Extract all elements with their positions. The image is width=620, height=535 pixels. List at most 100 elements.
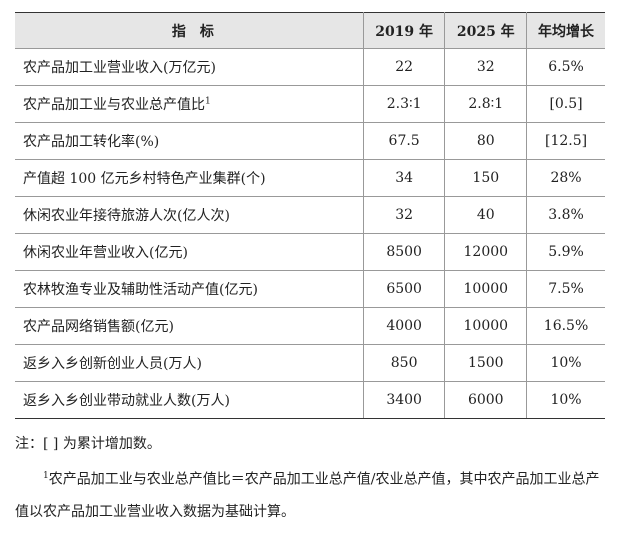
table-cell: 6000 xyxy=(444,381,528,419)
table-cell: 农产品加工业营业收入(万亿元) xyxy=(15,48,364,86)
table-row: 休闲农业年营业收入(亿元) 8500 12000 5.9% xyxy=(15,233,605,271)
table-cell: 2.8∶1 xyxy=(444,85,528,123)
cell-text: 休闲农业年营业收入(亿元) xyxy=(23,245,188,261)
cell-text: 农产品加工业与农业总产值比 xyxy=(23,97,205,113)
header-cell: 年均增长 xyxy=(526,12,605,49)
footnote-text: 农产品加工业与农业总产值比＝农产品加工业总产值/农业总产值，其中农产品加工业总产… xyxy=(15,471,600,520)
table-cell: 5.9% xyxy=(526,233,605,271)
table-cell: 32 xyxy=(362,196,446,234)
cell-text: 4000 xyxy=(386,318,422,334)
table-cell: 12000 xyxy=(444,233,528,271)
cell-text: 10% xyxy=(550,392,582,408)
cell-text: 10% xyxy=(550,355,582,371)
table-cell: 34 xyxy=(362,159,446,197)
table-row: 农产品加工业营业收入(万亿元) 22 32 6.5% xyxy=(15,48,605,86)
cell-text: 3.8% xyxy=(548,207,584,223)
table: 指 标 2019 年 2025 年年均增长农产品加工业营业收入(万亿元) 22 32 6.… xyxy=(15,12,605,419)
table-cell: 休闲农业年营业收入(亿元) xyxy=(15,233,364,271)
table-row: 农产品网络销售额(亿元) 4000 10000 16.5% xyxy=(15,307,605,345)
cell-text: 150 xyxy=(472,170,500,186)
table-cell: 40 xyxy=(444,196,528,234)
table-cell: 返乡入乡创新创业人员(万人) xyxy=(15,344,364,382)
table-wrap: 指 标 2019 年 2025 年年均增长农产品加工业营业收入(万亿元) 22 32 6.… xyxy=(15,12,605,419)
table-cell: [0.5] xyxy=(526,85,605,123)
table-row: 农林牧渔专业及辅助性活动产值(亿元) 6500 10000 7.5% xyxy=(15,270,605,308)
table-cell: 10000 xyxy=(444,270,528,308)
header-cell: 指 标 xyxy=(15,12,364,49)
cell-text: 16.5% xyxy=(543,318,589,334)
table-row: 农产品加工业与农业总产值比1 2.3∶1 2.8∶1 [0.5] xyxy=(15,85,605,123)
table-cell: 1500 xyxy=(444,344,528,382)
table-cell: 3400 xyxy=(362,381,446,419)
table-body: 指 标 2019 年 2025 年年均增长农产品加工业营业收入(万亿元) 22 32 6.… xyxy=(15,12,605,419)
table-cell: 休闲农业年接待旅游人次(亿人次) xyxy=(15,196,364,234)
cell-text: 10000 xyxy=(463,281,509,297)
cell-text: 5.9% xyxy=(548,244,584,260)
table-cell: 16.5% xyxy=(526,307,605,345)
table-row: 返乡入乡创业带动就业人数(万人) 3400 6000 10% xyxy=(15,381,605,419)
notes: 注：[ ] 为累计增加数。 1农产品加工业与农业总产值比＝农产品加工业总产值/农… xyxy=(15,428,605,528)
cell-text: 农林牧渔专业及辅助性活动产值(亿元) xyxy=(23,282,258,298)
table-cell: 2.3∶1 xyxy=(362,85,446,123)
table-cell: 3.8% xyxy=(526,196,605,234)
table-cell: 32 xyxy=(444,48,528,86)
header-cell: 2025 年 xyxy=(444,12,528,49)
cell-text: 8500 xyxy=(386,244,422,260)
cell-text: 休闲农业年接待旅游人次(亿人次) xyxy=(23,208,230,224)
cell-text: 2.8∶1 xyxy=(468,96,504,112)
table-cell: 农林牧渔专业及辅助性活动产值(亿元) xyxy=(15,270,364,308)
cell-text: 32 xyxy=(476,59,495,75)
cell-text: 34 xyxy=(395,170,414,186)
cell-text: 6.5% xyxy=(548,59,584,75)
footnote-ref: 1 xyxy=(205,96,211,107)
table-cell: 4000 xyxy=(362,307,446,345)
cell-text: 28% xyxy=(550,170,582,186)
table-cell: 850 xyxy=(362,344,446,382)
table-cell: 10% xyxy=(526,381,605,419)
cell-text: 农产品网络销售额(亿元) xyxy=(23,319,174,335)
cell-text: 农产品加工转化率(%) xyxy=(23,134,160,150)
table-cell: 10% xyxy=(526,344,605,382)
table-cell: 产值超 100 亿元乡村特色产业集群(个) xyxy=(15,159,364,197)
table-cell: 农产品加工转化率(%) xyxy=(15,122,364,160)
header-row: 指 标 2019 年 2025 年年均增长 xyxy=(15,12,605,49)
table-cell: 农产品网络销售额(亿元) xyxy=(15,307,364,345)
cell-text: 32 xyxy=(395,207,414,223)
cell-text: 850 xyxy=(390,355,418,371)
table-cell: 150 xyxy=(444,159,528,197)
table-cell: [12.5] xyxy=(526,122,605,160)
table-cell: 22 xyxy=(362,48,446,86)
cell-text: 22 xyxy=(395,59,414,75)
cell-text: 6000 xyxy=(467,392,504,408)
cell-text: 返乡入乡创新创业人员(万人) xyxy=(23,356,202,372)
cell-text: 12000 xyxy=(463,244,509,260)
cell-text: 2.3∶1 xyxy=(386,96,422,112)
table-cell: 10000 xyxy=(444,307,528,345)
footnote: 1农产品加工业与农业总产值比＝农产品加工业总产值/农业总产值，其中农产品加工业总… xyxy=(15,460,605,528)
cell-text: [0.5] xyxy=(549,96,583,112)
table-row: 休闲农业年接待旅游人次(亿人次) 32 40 3.8% xyxy=(15,196,605,234)
cell-text: 产值超 100 亿元乡村特色产业集群(个) xyxy=(23,171,266,187)
cell-text: 返乡入乡创业带动就业人数(万人) xyxy=(23,393,230,409)
footnote-mark: 1 xyxy=(43,471,49,481)
table-row: 农产品加工转化率(%) 67.5 80 [12.5] xyxy=(15,122,605,160)
cell-text: 10000 xyxy=(463,318,509,334)
note: 注：[ ] 为累计增加数。 xyxy=(15,436,161,452)
table-cell: 80 xyxy=(444,122,528,160)
cell-text: 1500 xyxy=(467,355,504,371)
table-row: 产值超 100 亿元乡村特色产业集群(个) 34 150 28% xyxy=(15,159,605,197)
table-row: 返乡入乡创新创业人员(万人) 850 1500 10% xyxy=(15,344,605,382)
cell-text: 80 xyxy=(476,133,495,149)
header-cell: 2019 年 xyxy=(362,12,446,49)
cell-text: 农产品加工业营业收入(万亿元) xyxy=(23,60,216,76)
cell-text: 40 xyxy=(476,207,495,223)
table-cell: 返乡入乡创业带动就业人数(万人) xyxy=(15,381,364,419)
table-cell: 7.5% xyxy=(526,270,605,308)
table-cell: 6500 xyxy=(362,270,446,308)
table-cell: 6.5% xyxy=(526,48,605,86)
table-cell: 28% xyxy=(526,159,605,197)
table-cell: 农产品加工业与农业总产值比1 xyxy=(15,85,364,123)
table-cell: 67.5 xyxy=(362,122,446,160)
cell-text: 6500 xyxy=(386,281,422,297)
